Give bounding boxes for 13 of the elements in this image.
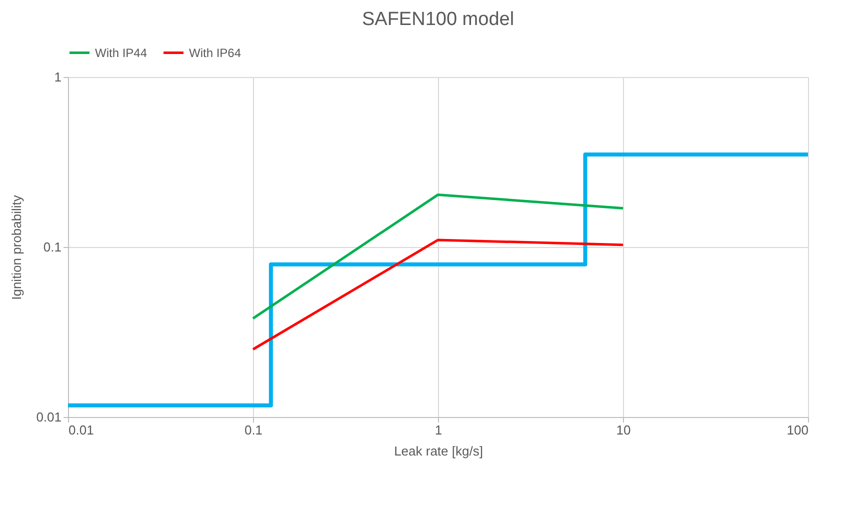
x-tick-label: 100 (786, 422, 808, 438)
y-axis-title: Ignition probability (9, 194, 24, 300)
x-axis-title: Leak rate [kg/s] (394, 444, 483, 458)
y-tick-label: 1 (54, 70, 62, 84)
y-tick-label: 0.01 (36, 410, 62, 424)
x-tick-label: 0.1 (244, 422, 263, 438)
legend-label: With IP44 (95, 46, 148, 60)
chart-title: SAFEN100 model (362, 9, 514, 30)
legend-label: With IP64 (189, 46, 242, 60)
x-tick-label: 1 (434, 422, 442, 438)
y-tick-label: 0.1 (43, 240, 62, 254)
x-tick-label: 10 (616, 422, 631, 438)
x-tick-label: 0.01 (68, 422, 94, 438)
